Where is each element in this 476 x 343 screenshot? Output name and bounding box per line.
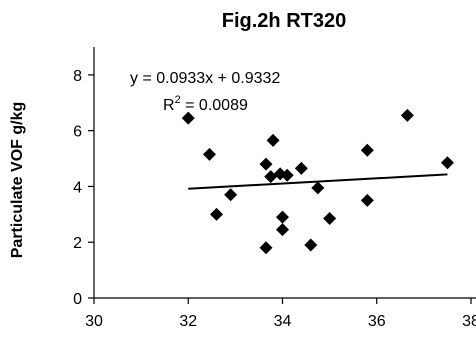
x-tick-label: 36 [368,313,386,330]
data-point [276,223,289,237]
y-tick-label: 6 [73,124,82,141]
data-point [210,207,224,221]
data-point [294,161,308,175]
data-point [304,238,318,252]
data-point [266,133,280,147]
plot-area: 30 32 34 36 38 0 2 4 6 8 [73,47,476,330]
y-axis-label: Particulate VOF g/kg [9,102,26,258]
data-point [181,111,195,125]
data-point [224,188,238,202]
x-tick-label: 38 [462,313,476,330]
x-tick-label: 32 [179,313,197,330]
data-point [400,108,414,122]
data-point [440,156,454,170]
data-point [276,210,289,224]
y-tick-label: 0 [73,291,82,308]
axis-ticks: 30 32 34 36 38 0 2 4 6 8 [73,68,476,330]
data-point [311,181,325,195]
data-point [360,193,374,207]
data-point [360,143,374,157]
x-tick-label: 30 [85,313,103,330]
r2-prefix: R [163,97,175,114]
data-point [259,241,273,255]
data-point [280,168,294,182]
y-tick-label: 4 [73,179,82,196]
data-point [323,212,337,226]
x-tick-label: 34 [274,313,292,330]
y-tick-label: 2 [73,235,82,252]
data-point [264,170,278,184]
y-tick-label: 8 [73,68,82,85]
r-squared-annotation: R2 = 0.0089 [163,94,248,114]
r2-suffix: = 0.0089 [181,97,248,114]
data-points [181,108,454,255]
r2-superscript: 2 [175,94,181,106]
data-point [202,147,216,161]
trendline-equation: y = 0.0933x + 0.9332 [130,70,280,87]
chart-title: Fig.2h RT320 [222,10,346,32]
data-point [259,157,273,171]
